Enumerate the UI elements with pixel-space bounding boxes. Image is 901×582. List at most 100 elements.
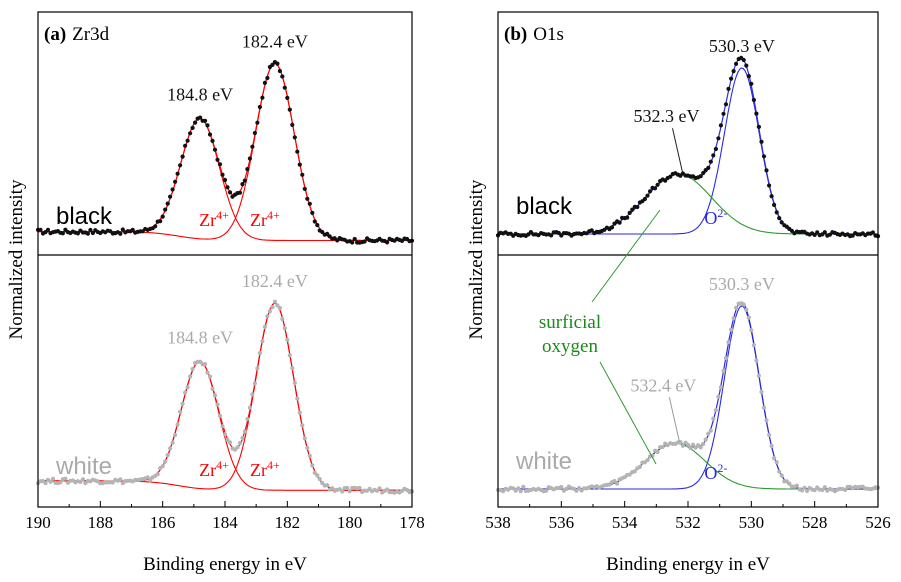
data-point	[645, 458, 649, 462]
data-point	[726, 340, 730, 344]
data-point	[749, 82, 753, 86]
data-point	[823, 485, 827, 489]
data-point	[719, 123, 723, 127]
data-point	[255, 121, 259, 125]
data-point	[118, 232, 122, 236]
species-label: Zr4+	[250, 208, 280, 230]
peak-label: 532.4 eV	[630, 375, 696, 395]
data-point	[171, 441, 175, 445]
data-point	[754, 112, 758, 116]
data-point	[238, 441, 242, 445]
panel-b: 530.3 eV O2- 532.3 eV black 530.3 eV O2- 532.4…	[466, 12, 891, 575]
data-point	[186, 385, 190, 389]
data-point	[325, 483, 329, 487]
data-point	[724, 102, 728, 106]
data-point	[203, 119, 207, 123]
data-point	[767, 183, 771, 187]
x-tick-label: 532	[675, 513, 701, 532]
data-point	[795, 484, 799, 488]
peak-label: 530.3 eV	[709, 274, 775, 294]
data-point	[318, 477, 322, 481]
peak-leader-line	[673, 128, 683, 172]
data-point	[265, 76, 269, 80]
data-point	[283, 86, 287, 90]
data-point	[213, 393, 217, 397]
data-point	[178, 163, 182, 167]
data-point	[747, 316, 751, 320]
data-point	[245, 167, 249, 171]
panel-title: (a) Zr3d	[44, 24, 110, 45]
data-point	[729, 77, 733, 81]
data-point	[752, 98, 756, 102]
data-point	[635, 205, 639, 209]
species-label: O2-	[704, 206, 727, 228]
data-point	[260, 339, 264, 343]
data-point	[183, 391, 187, 395]
y-axis-label: Normalized intensity	[466, 179, 487, 339]
x-tick-label: 530	[739, 513, 765, 532]
data-point	[161, 215, 165, 219]
data-point	[340, 489, 344, 493]
data-point	[280, 317, 284, 321]
peak-label: 532.3 eV	[634, 106, 700, 126]
data-point	[168, 195, 172, 199]
data-point	[243, 429, 247, 433]
data-point	[223, 432, 227, 436]
data-point	[240, 436, 244, 440]
data-point	[732, 316, 736, 320]
data-point	[61, 231, 65, 235]
data-point	[303, 436, 307, 440]
data-point	[228, 440, 232, 444]
data-point	[749, 328, 753, 332]
data-point	[240, 182, 244, 186]
data-point	[764, 418, 768, 422]
x-axis-label: Binding energy in eV	[606, 554, 770, 575]
data-point	[353, 237, 357, 241]
data-point	[315, 473, 319, 477]
data-point	[298, 163, 302, 167]
data-point	[46, 228, 50, 232]
data-point	[285, 96, 289, 100]
peak-label: 184.8 eV	[167, 85, 233, 105]
data-point	[645, 194, 649, 198]
data-point	[268, 309, 272, 313]
data-point	[210, 387, 214, 391]
data-point	[544, 489, 548, 493]
data-point	[181, 402, 185, 406]
data-point	[288, 108, 292, 112]
data-point	[378, 486, 382, 490]
data-point	[752, 343, 756, 347]
data-point	[171, 187, 175, 191]
panel-a: 184.8 eVZr4+182.4 eVZr4+black184.8 eVZr4…	[6, 12, 425, 575]
data-point	[86, 232, 90, 236]
data-point	[656, 183, 660, 187]
data-point	[228, 190, 232, 194]
data-point	[762, 154, 766, 158]
data-point	[699, 445, 703, 449]
data-point	[759, 390, 763, 394]
data-point	[235, 445, 239, 449]
data-point	[248, 406, 252, 410]
data-point	[191, 126, 195, 130]
data-point	[618, 221, 622, 225]
x-tick-label: 528	[802, 513, 828, 532]
data-point	[656, 450, 660, 454]
data-point	[704, 438, 708, 442]
data-point	[308, 454, 312, 458]
data-point	[51, 477, 55, 481]
data-point	[203, 362, 207, 366]
data-point	[118, 477, 122, 481]
data-point	[742, 58, 746, 62]
data-point	[709, 429, 713, 433]
data-point	[709, 160, 713, 164]
x-tick-label: 538	[485, 513, 511, 532]
data-point	[734, 306, 738, 310]
data-point	[178, 410, 182, 414]
data-point	[208, 375, 212, 379]
data-point	[780, 473, 784, 477]
annotation-line1: surficial	[539, 312, 601, 333]
data-point	[734, 62, 738, 66]
data-point	[300, 173, 304, 177]
data-point	[295, 397, 299, 401]
annotation-arrow-up	[592, 210, 660, 302]
